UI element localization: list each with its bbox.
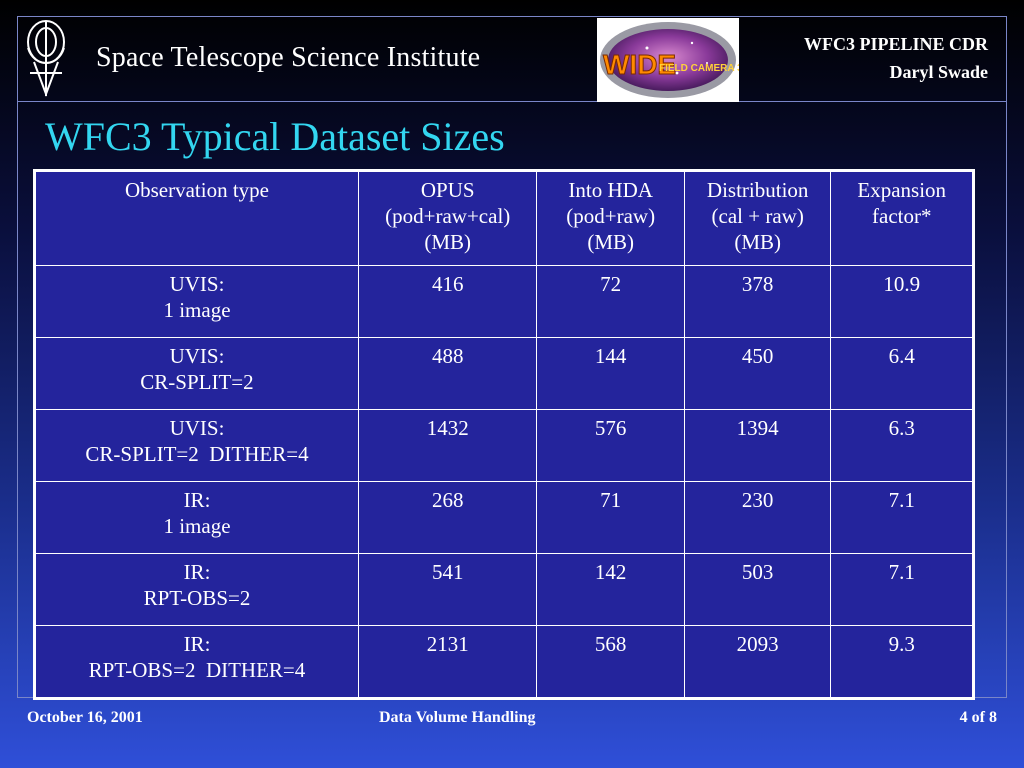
svg-text:WIDE: WIDE [603,49,676,80]
expansion-factor-cell: 6.4 [830,337,974,410]
observation-type-cell: UVIS: CR-SPLIT=2 DITHER=4 [34,409,359,482]
expansion-factor-cell: 10.9 [830,265,974,338]
table-row: IR: RPT-OBS=2 DITHER=4 2131 568 2093 9.3 [34,625,974,699]
slide-title: WFC3 Typical Dataset Sizes [45,114,505,159]
opus-size-cell: 1432 [357,409,538,482]
hda-size-cell: 568 [536,625,685,699]
column-header-into-hda: Into HDA (pod+raw) (MB) [536,170,685,266]
distribution-size-cell: 1394 [683,409,832,482]
presenter-name: Daryl Swade [889,62,989,82]
hda-size-cell: 576 [536,409,685,482]
observation-type-cell: IR: 1 image [34,481,359,554]
expansion-factor-cell: 7.1 [830,481,974,554]
observation-type-cell: IR: RPT-OBS=2 [34,553,359,626]
distribution-size-cell: 230 [683,481,832,554]
table-header-row: Observation type OPUS (pod+raw+cal) (MB)… [34,170,974,266]
opus-size-cell: 541 [357,553,538,626]
observation-type-cell: IR: RPT-OBS=2 DITHER=4 [34,625,359,699]
footer-date: October 16, 2001 [27,709,143,726]
opus-size-cell: 416 [357,265,538,338]
hda-size-cell: 72 [536,265,685,338]
column-header-distribution: Distribution (cal + raw) (MB) [683,170,832,266]
table-row: UVIS: 1 image 416 72 378 10.9 [34,265,974,338]
presentation-title: WFC3 PIPELINE CDR [803,34,988,54]
hda-size-cell: 142 [536,553,685,626]
expansion-factor-cell: 9.3 [830,625,974,699]
dataset-size-table: Observation type OPUS (pod+raw+cal) (MB)… [33,169,975,700]
header-divider [17,101,1007,102]
column-header-expansion-factor: Expansion factor* [830,170,974,266]
observation-type-cell: UVIS: CR-SPLIT=2 [34,337,359,410]
column-header-observation-type: Observation type [34,170,359,266]
table-row: IR: RPT-OBS=2 541 142 503 7.1 [34,553,974,626]
opus-size-cell: 488 [357,337,538,410]
institute-name: Space Telescope Science Institute [96,42,481,73]
opus-size-cell: 268 [357,481,538,554]
page-number: 4 of 8 [959,709,997,726]
table-row: UVIS: CR-SPLIT=2 DITHER=4 1432 576 1394 … [34,409,974,482]
hda-size-cell: 71 [536,481,685,554]
table-row: IR: 1 image 268 71 230 7.1 [34,481,974,554]
distribution-size-cell: 2093 [683,625,832,699]
observation-type-cell: UVIS: 1 image [34,265,359,338]
footer-topic: Data Volume Handling [379,709,536,726]
table-row: UVIS: CR-SPLIT=2 488 144 450 6.4 [34,337,974,410]
distribution-size-cell: 503 [683,553,832,626]
expansion-factor-cell: 7.1 [830,553,974,626]
distribution-size-cell: 378 [683,265,832,338]
wfc3-mission-patch: WIDE FIELD CAMERA 3 [597,18,743,102]
expansion-factor-cell: 6.3 [830,409,974,482]
column-header-opus: OPUS (pod+raw+cal) (MB) [357,170,538,266]
hda-size-cell: 144 [536,337,685,410]
svg-text:FIELD CAMERA 3: FIELD CAMERA 3 [659,63,739,74]
distribution-size-cell: 450 [683,337,832,410]
opus-size-cell: 2131 [357,625,538,699]
stsci-logo-icon [20,18,78,98]
